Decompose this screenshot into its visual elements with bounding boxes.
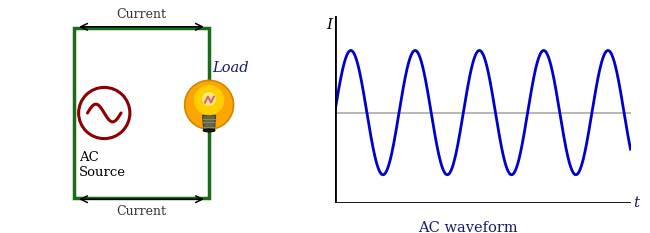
Bar (74, 28, 209, 198)
Text: AC
Source: AC Source (79, 151, 125, 179)
Circle shape (194, 85, 224, 115)
Text: AC waveform: AC waveform (418, 221, 517, 233)
Ellipse shape (203, 129, 215, 132)
Text: Current: Current (116, 205, 166, 218)
Circle shape (202, 92, 216, 106)
Text: Load: Load (213, 61, 249, 75)
Text: I: I (326, 18, 333, 32)
Circle shape (185, 80, 233, 129)
Text: Current: Current (116, 8, 166, 21)
Polygon shape (203, 115, 216, 130)
Text: t: t (634, 196, 640, 210)
